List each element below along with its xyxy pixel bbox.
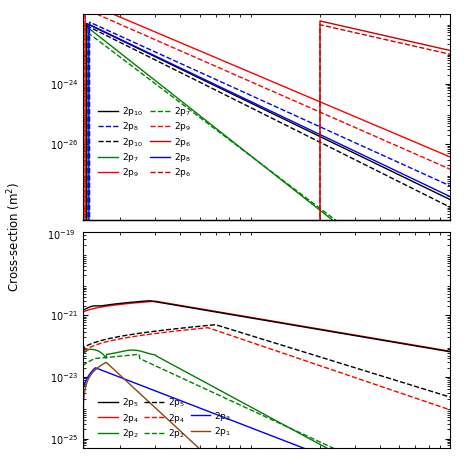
Legend: 2p$_{5}$, 2p$_{4}$, 2p$_{2}$, 2p$_{5}$, 2p$_{4}$, 2p$_{2}$, , 2p$_{3}$, 2p$_{1}$: 2p$_{5}$, 2p$_{4}$, 2p$_{2}$, 2p$_{5}$, … — [95, 392, 235, 443]
Text: Cross-section (m$^2$): Cross-section (m$^2$) — [5, 182, 23, 292]
Legend: 2p$_{10}$, 2p$_{8}$, 2p$_{10}$, 2p$_{7}$, 2p$_{9}$, 2p$_{7}$, 2p$_{9}$, 2p$_{6}$: 2p$_{10}$, 2p$_{8}$, 2p$_{10}$, 2p$_{7}$… — [95, 101, 195, 182]
Text: $10^{-19}$: $10^{-19}$ — [47, 228, 75, 242]
